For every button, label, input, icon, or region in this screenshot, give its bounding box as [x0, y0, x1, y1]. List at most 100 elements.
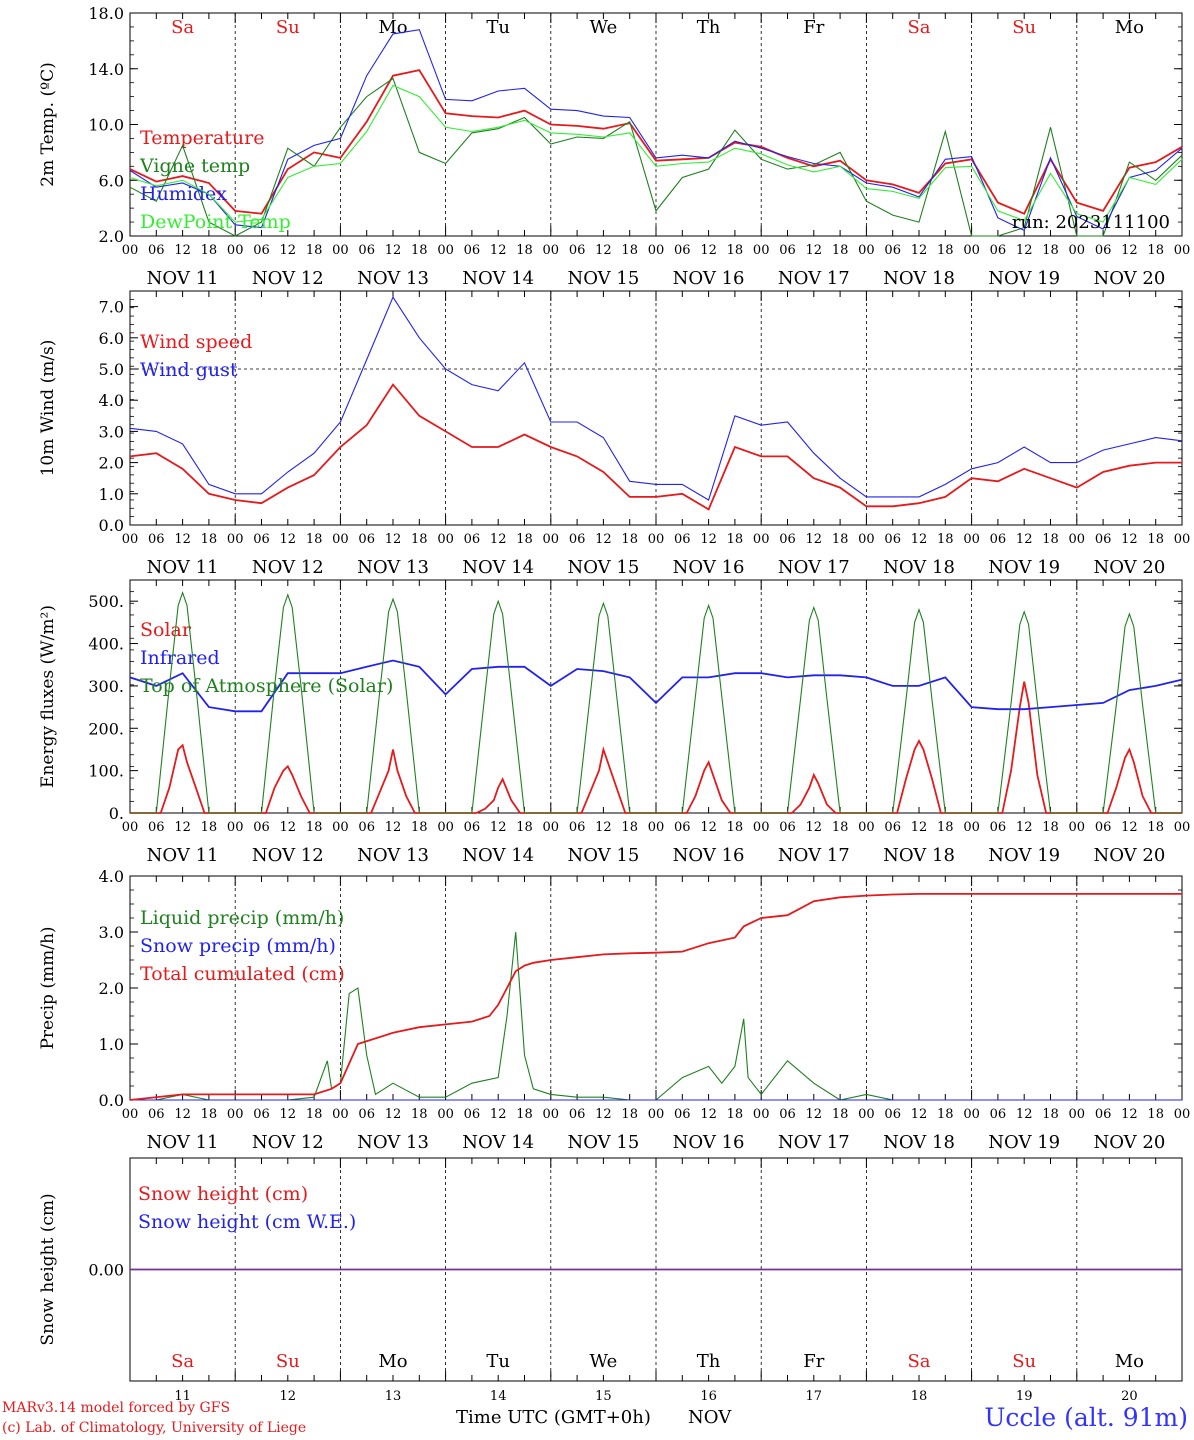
series-line	[129, 659, 1183, 713]
hour-tick-label: 06	[779, 243, 796, 258]
hour-tick-label: 00	[753, 820, 770, 835]
hour-tick-label: 06	[148, 1107, 165, 1122]
hour-tick-label: 18	[937, 820, 954, 835]
date-label: NOV 17	[778, 268, 850, 289]
hour-tick-label: 00	[122, 243, 139, 258]
weekday-label: Sa	[907, 1351, 930, 1372]
date-label: NOV 15	[567, 1132, 639, 1153]
hour-tick-label: 00	[543, 532, 560, 547]
day-number-label: 14	[490, 1389, 507, 1400]
hour-tick-label: 12	[490, 1107, 507, 1122]
date-label: NOV 17	[778, 1132, 850, 1153]
hour-tick-label: 00	[753, 243, 770, 258]
date-label: NOV 16	[673, 1132, 745, 1153]
y-tick-label: 18.0	[88, 4, 124, 23]
hour-tick-label: 00	[227, 820, 244, 835]
date-label: NOV 18	[883, 1132, 955, 1153]
hour-tick-label: 18	[201, 532, 218, 547]
hour-tick-label: 12	[806, 243, 823, 258]
date-label: NOV 15	[567, 845, 639, 866]
hour-tick-label: 06	[779, 1107, 796, 1122]
hour-tick-label: 18	[832, 532, 849, 547]
hour-tick-label: 12	[1016, 243, 1033, 258]
hour-tick-label: 00	[543, 1107, 560, 1122]
hour-tick-label: 00	[437, 1107, 454, 1122]
y-tick-label: 7.0	[99, 298, 124, 317]
series-line	[129, 69, 1183, 215]
weekday-label: Tu	[486, 17, 510, 38]
y-tick-label: 3.0	[99, 923, 124, 942]
hour-tick-label: 18	[937, 243, 954, 258]
hour-tick-label: 12	[490, 243, 507, 258]
day-number-label: 17	[806, 1389, 823, 1400]
hour-tick-label: 06	[779, 820, 796, 835]
hour-tick-label: 00	[858, 532, 875, 547]
hour-tick-label: 12	[911, 243, 928, 258]
station-name: Uccle (alt. 91m)	[984, 1403, 1188, 1432]
hour-tick-label: 12	[1016, 820, 1033, 835]
date-label: NOV 19	[988, 268, 1060, 289]
hour-tick-label: 12	[806, 820, 823, 835]
panel-1: 2.0 6.0 10.0 14.0 18.0 2m Temp. (ºC) 00 06 12 18 N…	[38, 4, 1190, 289]
hour-tick-label: 06	[253, 532, 270, 547]
date-label: NOV 20	[1093, 557, 1165, 578]
hour-tick-label: 18	[306, 1107, 323, 1122]
y-tick-label: 0.0	[99, 516, 124, 535]
hour-tick-label: 06	[464, 532, 481, 547]
hour-tick-label: 18	[1042, 1107, 1059, 1122]
date-label: NOV 17	[778, 845, 850, 866]
hour-tick-label: 00	[648, 820, 665, 835]
hour-tick-label: 00	[122, 820, 139, 835]
meteogram-svg: 2.0 6.0 10.0 14.0 18.0 2m Temp. (ºC) 00 06 12 18 N…	[38, 4, 1191, 1404]
hour-tick-label: 12	[490, 532, 507, 547]
date-label: NOV 11	[147, 268, 219, 289]
hour-tick-label: 12	[1121, 1107, 1138, 1122]
hour-tick-label: 00	[437, 243, 454, 258]
date-label: NOV 16	[673, 845, 745, 866]
hour-tick-label: 00	[648, 243, 665, 258]
legend-entry: Total cumulated (cm)	[140, 963, 345, 985]
date-label: NOV 20	[1093, 268, 1165, 289]
hour-tick-label: 12	[911, 820, 928, 835]
x-axis-month: NOV	[688, 1407, 732, 1428]
date-label: NOV 13	[357, 557, 429, 578]
hour-tick-label: 00	[543, 820, 560, 835]
legend-entry: Wind speed	[140, 331, 252, 353]
legend-entry: Snow precip (mm/h)	[140, 935, 336, 957]
hour-tick-label: 06	[674, 243, 691, 258]
y-axis-label: 2m Temp. (ºC)	[38, 62, 58, 187]
hour-tick-label: 00	[963, 1107, 980, 1122]
hour-tick-label: 12	[595, 243, 612, 258]
hour-tick-label: 06	[674, 1107, 691, 1122]
hour-tick-label: 12	[385, 1107, 402, 1122]
series-line	[129, 84, 1183, 223]
day-number-label: 13	[385, 1389, 402, 1400]
weekday-label: Su	[276, 17, 300, 38]
y-tick-label: 2.0	[99, 227, 124, 246]
hour-tick-label: 00	[963, 532, 980, 547]
y-tick-label: 300.	[88, 677, 124, 696]
hour-tick-label: 06	[884, 243, 901, 258]
hour-tick-label: 18	[1042, 820, 1059, 835]
weekday-label: We	[590, 1351, 618, 1372]
hour-tick-label: 12	[385, 820, 402, 835]
hour-tick-label: 06	[358, 243, 375, 258]
legend-entry: Liquid precip (mm/h)	[140, 907, 344, 929]
series-line	[129, 29, 1183, 232]
date-label: NOV 16	[673, 557, 745, 578]
date-label: NOV 20	[1093, 845, 1165, 866]
date-label: NOV 15	[567, 557, 639, 578]
hour-tick-label: 18	[411, 820, 428, 835]
hour-tick-label: 18	[621, 243, 638, 258]
hour-tick-label: 18	[1147, 1107, 1164, 1122]
hour-tick-label: 18	[306, 820, 323, 835]
hour-tick-label: 06	[148, 532, 165, 547]
hour-tick-label: 18	[621, 532, 638, 547]
panel-5: 0.00 Snow height (cm) 11 12 13 14 15 16 17 18 19 20…	[38, 1157, 1183, 1404]
hour-tick-label: 00	[1174, 820, 1191, 835]
hour-tick-label: 12	[1121, 243, 1138, 258]
hour-tick-label: 06	[569, 243, 586, 258]
y-tick-label: 6.0	[99, 171, 124, 190]
hour-tick-label: 18	[516, 243, 533, 258]
